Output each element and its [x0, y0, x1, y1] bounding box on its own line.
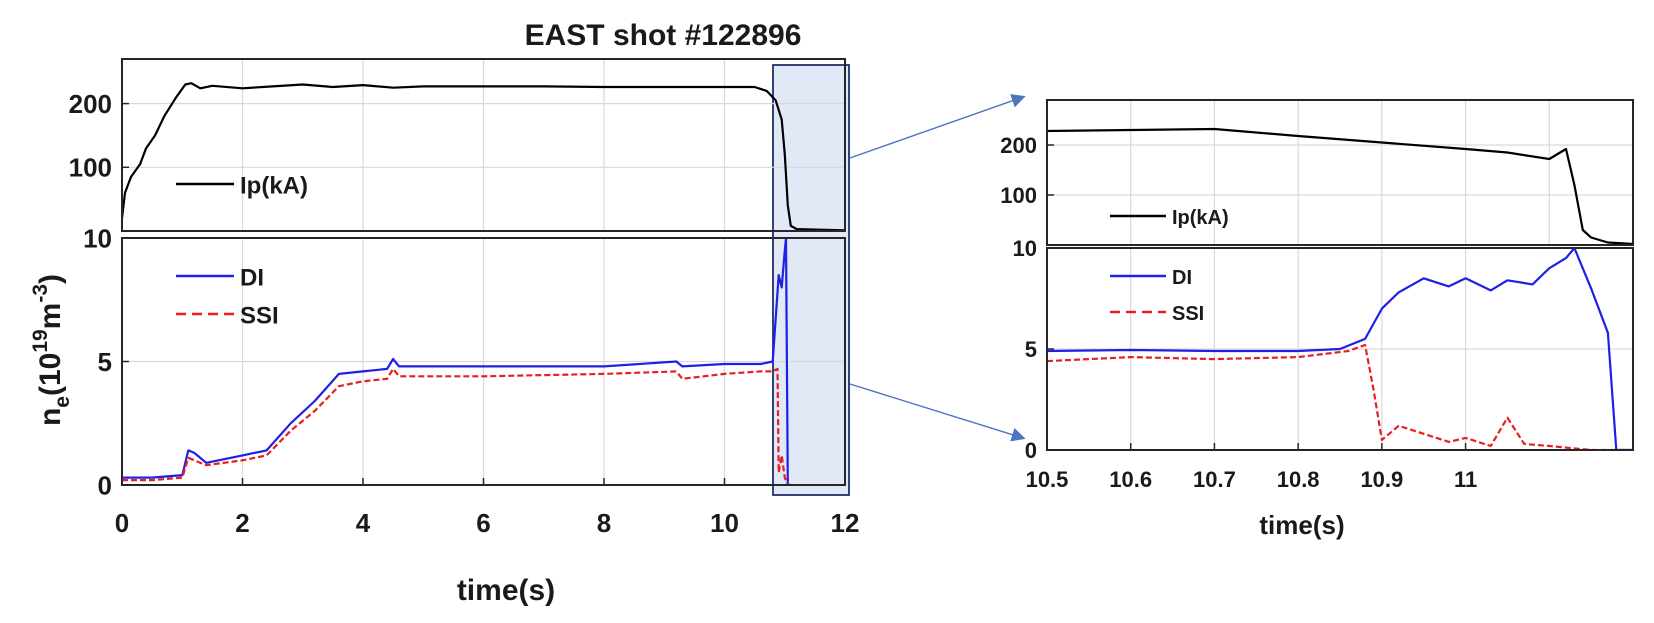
y-tick-label: 200	[1000, 133, 1037, 158]
x-tick-label: 10.8	[1277, 467, 1320, 492]
legend-label: SSI	[240, 302, 279, 329]
x-tick-label: 0	[115, 508, 129, 538]
x-tick-label: 8	[597, 508, 611, 538]
y-tick-label: 5	[1025, 337, 1037, 362]
series-line-di	[122, 238, 791, 485]
plot-frame	[1046, 99, 1634, 246]
series-line-ssi	[122, 367, 789, 485]
legend-label: Ip(kA)	[240, 172, 308, 199]
overview-current-panel: 100 200 Ip(kA)	[69, 58, 846, 232]
y-tick-label: 5	[98, 347, 112, 377]
series-line-ipka	[1047, 127, 1633, 245]
legend-label: DI	[240, 264, 264, 291]
overview-density-ylabel: ne(1019m-3)	[29, 274, 74, 426]
x-tick-label: 6	[476, 508, 490, 538]
y-tick-label: 10	[83, 223, 112, 253]
x-tick-label: 11	[1454, 467, 1477, 492]
zoom-current-panel: 100 200 Ip(kA)	[1000, 99, 1634, 246]
series-line-di	[1047, 248, 1633, 450]
y-tick-label: 10	[1013, 236, 1037, 261]
y-tick-label: 0	[98, 470, 112, 500]
legend-label: DI	[1172, 267, 1192, 289]
plot-frame	[121, 58, 846, 232]
series-line-ssi	[1047, 343, 1633, 450]
y-tick-label: 200	[69, 89, 112, 119]
zoom-arrow-top	[849, 94, 1026, 159]
zoom-xlabel: time(s)	[1259, 510, 1344, 540]
x-tick-label: 10.7	[1193, 467, 1236, 492]
zoom-arrow-bottom	[849, 383, 1026, 442]
x-tick-label: 12	[831, 508, 860, 538]
y-tick-label: 100	[1000, 183, 1037, 208]
overview-xlabel: time(s)	[457, 574, 555, 607]
x-tick-label: 2	[235, 508, 249, 538]
x-tick-label: 10.9	[1360, 467, 1403, 492]
y-tick-label: 0	[1025, 438, 1037, 463]
x-tick-label: 4	[356, 508, 371, 538]
legend-label: SSI	[1172, 303, 1204, 325]
x-tick-label: 10.5	[1026, 467, 1069, 492]
x-tick-label: 10.6	[1109, 467, 1152, 492]
legend-label: Ip(kA)	[1172, 207, 1229, 229]
overview-density-panel: 0 5 10 0 2 4 6 8 10 12 DI SSI	[83, 223, 859, 538]
x-tick-label: 10	[710, 508, 739, 538]
zoom-highlight-box	[772, 64, 850, 496]
series-line-ipka	[122, 82, 845, 231]
y-tick-label: 100	[69, 153, 112, 183]
zoom-density-panel: 0 5 10 10.5 10.6 10.7 10.8 10.9 11 DI SSI	[1013, 236, 1634, 492]
chart-title: EAST shot #122896	[525, 19, 802, 52]
